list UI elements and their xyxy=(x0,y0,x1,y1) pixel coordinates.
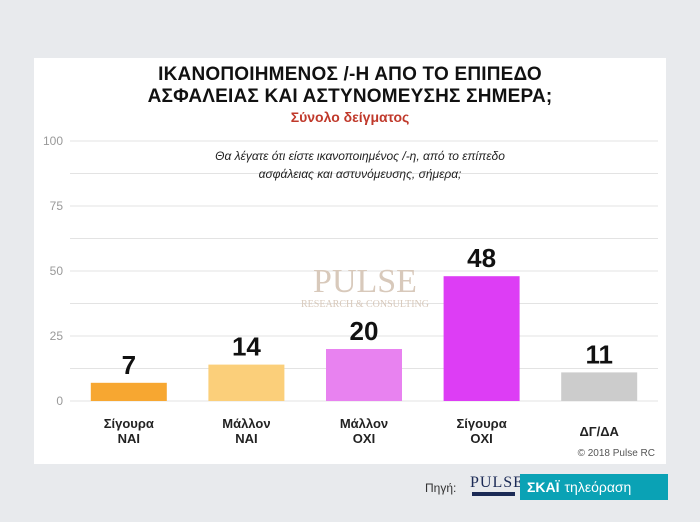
watermark-name: PULSE xyxy=(313,263,417,300)
question-text: Θα λέγατε ότι είστε ικανοποιημένος /-η, … xyxy=(180,147,540,183)
source-label: Πηγή: xyxy=(425,481,457,495)
pulse-logo: PULSE xyxy=(470,474,524,500)
chart-subtitle: Σύνολο δείγματος xyxy=(290,109,410,125)
copyright-note: © 2018 Pulse RC xyxy=(577,448,655,459)
chart-title-line2: ΑΣΦΑΛΕΙΑΣ ΚΑΙ ΑΣΤΥΝΟΜΕΥΣΗΣ ΣΗΜΕΡΑ; xyxy=(147,86,553,107)
pulse-watermark: PULSE RESEARCH & CONSULTING xyxy=(301,263,429,310)
x-tick-label: Σίγουρα xyxy=(104,416,154,431)
x-tick-label: ΝΑΙ xyxy=(235,431,257,446)
skai-name: ΣΚΑΪ xyxy=(527,479,560,495)
data-label: 20 xyxy=(350,316,379,346)
y-tick-label: 100 xyxy=(43,134,63,148)
data-label: 11 xyxy=(585,339,613,369)
y-tick-label: 25 xyxy=(50,329,64,343)
y-tick-label: 75 xyxy=(50,199,64,213)
x-tick-label: Μάλλον xyxy=(340,416,388,431)
bar xyxy=(90,382,167,401)
x-tick-label: ΟΧΙ xyxy=(470,431,492,446)
watermark-tagline: RESEARCH & CONSULTING xyxy=(301,299,429,310)
grid-lines xyxy=(70,140,658,402)
x-tick-label: Σίγουρα xyxy=(457,416,507,431)
data-label: 48 xyxy=(467,243,496,273)
x-tick-label: ΔΓ/ΔΑ xyxy=(579,424,619,439)
data-label: 7 xyxy=(122,350,136,380)
bar xyxy=(561,372,638,401)
chart-title-line1: ΙΚΑΝΟΠΟΙΗΜΕΝΟΣ /-Η ΑΠΟ ΤΟ ΕΠΙΠΕΔΟ xyxy=(158,64,542,85)
x-tick-label: ΟΧΙ xyxy=(353,431,375,446)
x-tick-label: Μάλλον xyxy=(222,416,270,431)
question-line2: ασφάλειας και αστυνόμευσης, σήμερα; xyxy=(258,167,462,181)
skai-logo: ΣΚΑΪ τηλεόραση xyxy=(520,474,668,500)
y-tick-label: 0 xyxy=(56,394,63,408)
pulse-logo-text: PULSE xyxy=(470,474,524,491)
bar xyxy=(443,276,520,401)
data-labels: 7 14 20 48 11 xyxy=(122,243,613,380)
y-axis: 0 25 50 75 100 xyxy=(43,134,63,408)
question-line1: Θα λέγατε ότι είστε ικανοποιημένος /-η, … xyxy=(215,149,505,163)
bar xyxy=(208,364,285,401)
pulse-logo-bar xyxy=(472,492,515,496)
x-tick-label: ΝΑΙ xyxy=(118,431,140,446)
y-tick-label: 50 xyxy=(50,264,64,278)
data-label: 14 xyxy=(232,332,261,362)
bars xyxy=(90,276,638,401)
bar xyxy=(326,349,402,401)
skai-tv: τηλεόραση xyxy=(564,479,632,495)
